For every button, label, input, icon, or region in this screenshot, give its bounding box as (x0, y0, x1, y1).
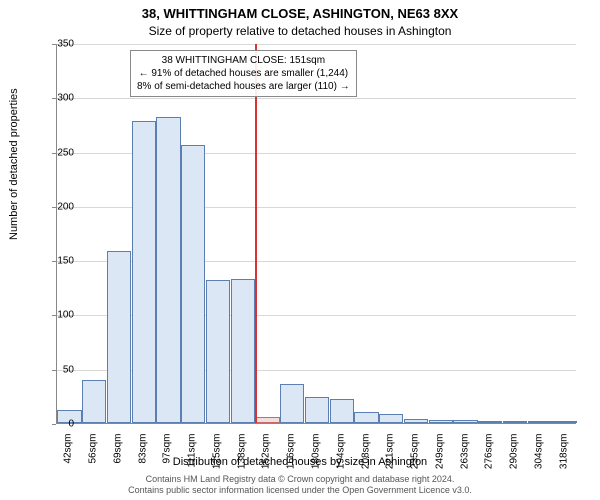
y-tick-label: 0 (44, 419, 74, 430)
histogram-bar (156, 117, 180, 423)
x-tick-label: 83sqm (137, 434, 148, 474)
footer-license: Contains public sector information licen… (0, 485, 600, 496)
x-tick-label: 152sqm (261, 434, 272, 474)
histogram-bar (330, 399, 354, 423)
y-tick-label: 200 (44, 201, 74, 212)
y-tick-mark (52, 424, 56, 425)
histogram-bar (305, 397, 329, 423)
gridline (57, 44, 576, 45)
y-tick-mark (52, 153, 56, 154)
x-tick-label: 180sqm (311, 434, 322, 474)
histogram-bar (181, 145, 205, 423)
histogram-bar (231, 279, 255, 423)
x-tick-label: 290sqm (509, 434, 520, 474)
y-tick-mark (52, 98, 56, 99)
x-tick-label: 166sqm (286, 434, 297, 474)
chart-footer: Contains HM Land Registry data © Crown c… (0, 474, 600, 496)
annotation-line: ← 91% of detached houses are smaller (1,… (137, 67, 350, 80)
histogram-bar (552, 421, 576, 423)
histogram-bar (107, 251, 131, 423)
plot-area (56, 44, 576, 424)
x-tick-label: 208sqm (360, 434, 371, 474)
x-tick-label: 97sqm (162, 434, 173, 474)
x-tick-label: 194sqm (335, 434, 346, 474)
histogram-bar (528, 421, 552, 423)
x-tick-label: 111sqm (187, 434, 198, 474)
marker-line (255, 44, 257, 423)
x-tick-label: 125sqm (211, 434, 222, 474)
x-tick-label: 235sqm (410, 434, 421, 474)
annotation-box: 38 WHITTINGHAM CLOSE: 151sqm← 91% of det… (130, 50, 357, 97)
x-tick-label: 249sqm (434, 434, 445, 474)
histogram-bar (379, 414, 403, 423)
histogram-bar (82, 380, 106, 423)
chart-title-address: 38, WHITTINGHAM CLOSE, ASHINGTON, NE63 8… (0, 6, 600, 21)
annotation-line: 8% of semi-detached houses are larger (1… (137, 80, 350, 93)
y-tick-mark (52, 261, 56, 262)
chart-subtitle: Size of property relative to detached ho… (0, 24, 600, 38)
y-tick-label: 350 (44, 39, 74, 50)
histogram-bar (478, 421, 502, 423)
x-tick-label: 221sqm (385, 434, 396, 474)
x-tick-label: 263sqm (459, 434, 470, 474)
y-tick-mark (52, 44, 56, 45)
x-tick-label: 69sqm (112, 434, 123, 474)
y-tick-mark (52, 315, 56, 316)
histogram-bar (132, 121, 156, 423)
y-tick-mark (52, 370, 56, 371)
y-tick-label: 50 (44, 364, 74, 375)
y-tick-mark (52, 207, 56, 208)
x-tick-label: 42sqm (63, 434, 74, 474)
y-tick-label: 300 (44, 93, 74, 104)
histogram-bar (255, 417, 279, 424)
footer-copyright: Contains HM Land Registry data © Crown c… (0, 474, 600, 485)
x-tick-label: 304sqm (533, 434, 544, 474)
y-tick-label: 250 (44, 147, 74, 158)
histogram-bar (503, 421, 527, 423)
histogram-bar (206, 280, 230, 423)
gridline (57, 98, 576, 99)
chart-container: 38, WHITTINGHAM CLOSE, ASHINGTON, NE63 8… (0, 0, 600, 500)
y-tick-label: 150 (44, 256, 74, 267)
histogram-bar (404, 419, 428, 423)
x-tick-label: 318sqm (558, 434, 569, 474)
histogram-bar (429, 420, 453, 423)
x-tick-label: 138sqm (236, 434, 247, 474)
histogram-bar (354, 412, 378, 423)
x-tick-label: 56sqm (88, 434, 99, 474)
y-axis-label: Number of detached properties (8, 88, 20, 240)
x-tick-label: 276sqm (484, 434, 495, 474)
y-tick-label: 100 (44, 310, 74, 321)
annotation-line: 38 WHITTINGHAM CLOSE: 151sqm (137, 54, 350, 67)
histogram-bar (453, 420, 477, 423)
histogram-bar (280, 384, 304, 423)
